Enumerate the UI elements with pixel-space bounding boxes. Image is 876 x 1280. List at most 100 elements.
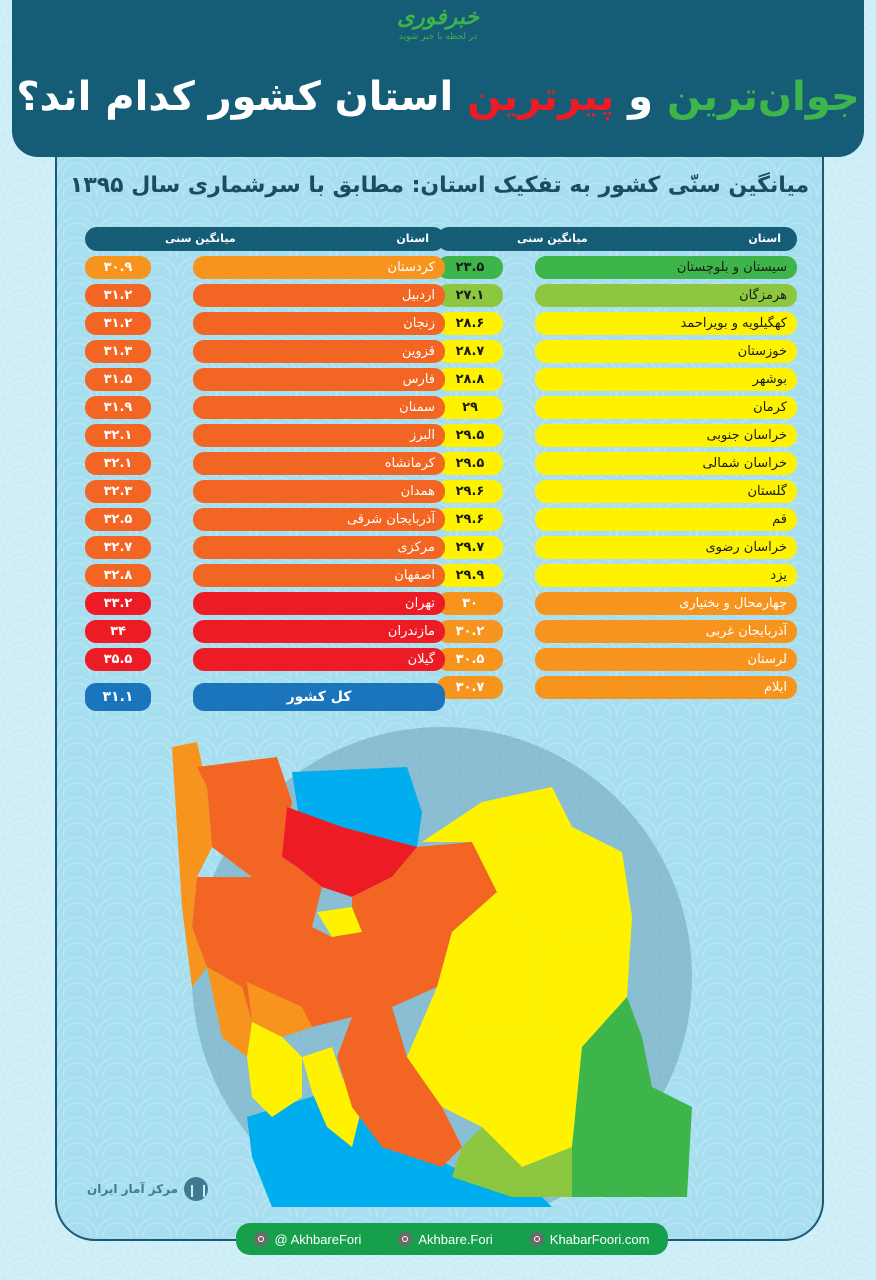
table-row: کردستان ۳۰.۹ (85, 256, 445, 279)
table-row: چهارمحال و بختیاری ۳۰ (437, 592, 797, 615)
table-row: گلستان ۲۹.۶ (437, 480, 797, 503)
average-age: ۳۲.۸ (85, 564, 151, 587)
average-age: ۳۲.۷ (85, 536, 151, 559)
table-header: استان میانگین سنی (437, 227, 797, 251)
table-row: مرکزی ۳۲.۷ (85, 536, 445, 559)
stats-center-icon (184, 1177, 209, 1201)
table-row: البرز ۳۲.۱ (85, 424, 445, 447)
header-province: استان (748, 232, 781, 245)
table-row: هرمزگان ۲۷.۱ (437, 284, 797, 307)
province-name: فارس (193, 368, 445, 391)
average-age: ۳۰.۲ (437, 620, 503, 643)
province-name: قزوین (193, 340, 445, 363)
source-label: مرکز آمار ایران (87, 1182, 179, 1196)
total-row: کل کشور ۳۱.۱ (85, 683, 445, 711)
table-row: قم ۲۹.۶ (437, 508, 797, 531)
social-instagram[interactable]: Akhbare.Fori (398, 1231, 493, 1247)
average-age: ۲۹ (437, 396, 503, 419)
average-age: ۳۰.۷ (437, 676, 503, 699)
source-logo: مرکز آمار ایران (87, 1177, 209, 1201)
province-name: البرز (193, 424, 445, 447)
table-row: آذربایجان غربی ۳۰.۲ (437, 620, 797, 643)
average-age: ۳۰.۹ (85, 256, 151, 279)
table-row: خوزستان ۲۸.۷ (437, 340, 797, 363)
average-age: ۳۳.۲ (85, 592, 151, 615)
average-age: ۳۲.۱ (85, 452, 151, 475)
average-age: ۳۲.۱ (85, 424, 151, 447)
header-age: میانگین سنی (517, 232, 588, 245)
table-row: خراسان رضوی ۲۹.۷ (437, 536, 797, 559)
total-value: ۳۱.۱ (85, 683, 151, 711)
province-name: آذربایجان شرقی (193, 508, 445, 531)
telegram-icon (254, 1232, 269, 1246)
province-name: سمنان (193, 396, 445, 419)
social-telegram[interactable]: @ AkhbareFori (254, 1232, 361, 1247)
brand-logo: خبرفوری در لحظه با خبر شوید (12, 4, 864, 42)
province-name: اصفهان (193, 564, 445, 587)
title-youngest: جوان‌ترین (666, 74, 861, 120)
province-name: هرمزگان (535, 284, 797, 307)
social-website[interactable]: KhabarFoori.com (529, 1231, 650, 1247)
average-age: ۲۷.۱ (437, 284, 503, 307)
average-age: ۳۱.۲ (85, 312, 151, 335)
table-row: یزد ۲۹.۹ (437, 564, 797, 587)
average-age: ۳۱.۹ (85, 396, 151, 419)
table-left: استان میانگین سنی کردستان ۳۰.۹ اردبیل ۳۱.۲ ز… (85, 227, 445, 711)
table-row: اردبیل ۳۱.۲ (85, 284, 445, 307)
total-label: کل کشور (193, 683, 445, 711)
province-name: ایلام (535, 676, 797, 699)
table-row: خراسان جنوبی ۲۹.۵ (437, 424, 797, 447)
table-row: کرمانشاه ۳۲.۱ (85, 452, 445, 475)
average-age: ۳۲.۳ (85, 480, 151, 503)
social-label: KhabarFoori.com (549, 1231, 650, 1247)
average-age: ۲۹.۹ (437, 564, 503, 587)
table-row: زنجان ۳۱.۲ (85, 312, 445, 335)
average-age: ۳۱.۳ (85, 340, 151, 363)
province-name: کردستان (193, 256, 445, 279)
province-name: بوشهر (535, 368, 797, 391)
province-name: تهران (193, 592, 445, 615)
province-name: سیستان و بلوچستان (535, 256, 797, 279)
province-name: یزد (535, 564, 797, 587)
instagram-icon (398, 1232, 413, 1246)
web-icon (529, 1232, 544, 1246)
province-name: گیلان (193, 648, 445, 671)
table-row: مازندران ۳۴ (85, 620, 445, 643)
average-age: ۲۹.۵ (437, 452, 503, 475)
header-province: استان (396, 232, 429, 245)
table-row: لرستان ۳۰.۵ (437, 648, 797, 671)
province-name: مرکزی (193, 536, 445, 559)
average-age: ۲۸.۸ (437, 368, 503, 391)
table-row: کهگیلویه و بویراحمد ۲۸.۶ (437, 312, 797, 335)
province-name: خوزستان (535, 340, 797, 363)
average-age: ۲۹.۶ (437, 508, 503, 531)
province-name: خراسان شمالی (535, 452, 797, 475)
social-label: @ AkhbareFori (274, 1231, 362, 1247)
province-name: کرمان (535, 396, 797, 419)
header-banner: خبرفوری در لحظه با خبر شوید جوان‌ترین و … (12, 0, 864, 157)
province-name: آذربایجان غربی (535, 620, 797, 643)
social-label: Akhbare.Fori (418, 1231, 493, 1247)
table-row: خراسان شمالی ۲۹.۵ (437, 452, 797, 475)
province-name: همدان (193, 480, 445, 503)
average-age: ۲۹.۵ (437, 424, 503, 447)
table-row: آذربایجان شرقی ۳۲.۵ (85, 508, 445, 531)
table-row: قزوین ۳۱.۳ (85, 340, 445, 363)
table-row: ایلام ۳۰.۷ (437, 676, 797, 699)
province-name: خراسان رضوی (535, 536, 797, 559)
table-row: سیستان و بلوچستان ۲۳.۵ (437, 256, 797, 279)
average-age: ۳۲.۵ (85, 508, 151, 531)
province-name: گلستان (535, 480, 797, 503)
average-age: ۲۸.۶ (437, 312, 503, 335)
province-name: مازندران (193, 620, 445, 643)
brand-tagline: در لحظه با خبر شوید (398, 32, 478, 42)
title-and: و (614, 74, 667, 120)
average-age: ۲۹.۷ (437, 536, 503, 559)
average-age: ۳۴ (85, 620, 151, 643)
table-row: بوشهر ۲۸.۸ (437, 368, 797, 391)
content-panel: میانگین سنّی کشور به تفکیک استان: مطابق … (55, 157, 824, 1241)
chart-subtitle: میانگین سنّی کشور به تفکیک استان: مطابق … (69, 173, 810, 198)
average-age: ۳۱.۲ (85, 284, 151, 307)
province-name: کهگیلویه و بویراحمد (535, 312, 797, 335)
header-age: میانگین سنی (165, 232, 236, 245)
